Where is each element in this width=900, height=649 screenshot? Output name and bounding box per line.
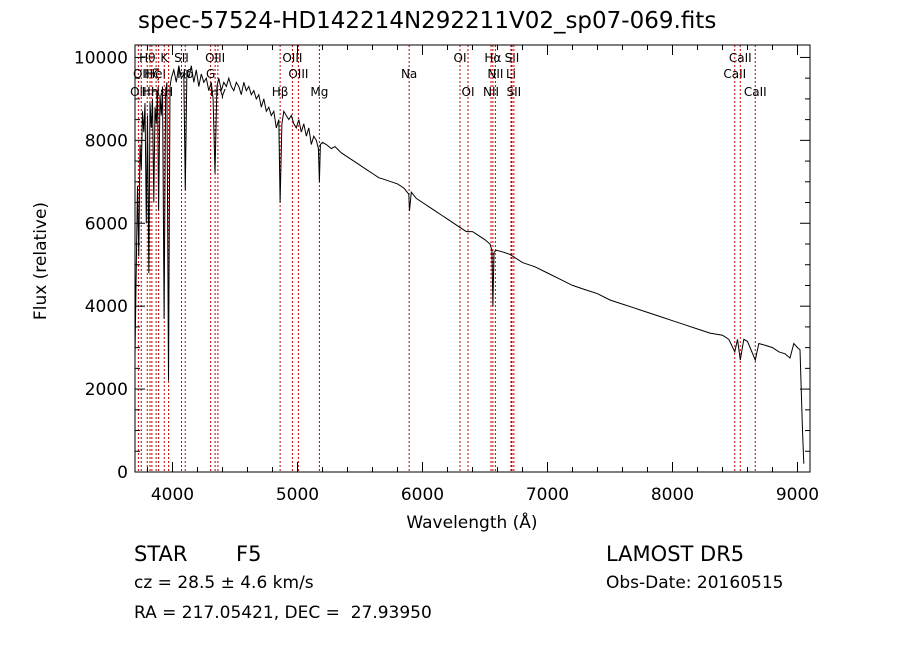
line-marker-label: HeI xyxy=(146,67,166,81)
line-marker-label: OIII xyxy=(288,67,308,81)
line-marker-label: Hη xyxy=(142,85,159,99)
y-tick-label: 8000 xyxy=(85,131,128,151)
line-marker-label: OI xyxy=(454,51,467,65)
line-marker-label: OII xyxy=(133,67,150,81)
chart-title: spec-57524-HD142214N292211V02_sp07-069.f… xyxy=(138,8,717,34)
line-marker-label: K xyxy=(160,51,169,65)
y-tick-label: 4000 xyxy=(85,297,128,317)
x-tick-label: 8000 xyxy=(651,485,694,505)
y-tick-label: 2000 xyxy=(85,380,128,400)
line-marker-label: G xyxy=(206,67,215,81)
line-marker-label: OIII xyxy=(282,51,302,65)
line-marker-label: H xyxy=(164,85,173,99)
spectrum-series-line xyxy=(134,65,805,464)
x-tick-label: 6000 xyxy=(401,485,444,505)
coordinates-readout: RA = 217.05421, DEC = 27.93950 xyxy=(134,603,432,623)
line-marker-label: Na xyxy=(401,67,417,81)
survey-name: LAMOST DR5 xyxy=(606,542,745,566)
line-marker-label: NII xyxy=(483,85,499,99)
line-marker-label: SII xyxy=(174,51,189,65)
y-tick-label: 0 xyxy=(117,463,128,483)
line-marker-label: Hβ xyxy=(272,85,289,99)
line-marker-label: Hα xyxy=(484,51,501,65)
y-tick-label: 10000 xyxy=(74,48,128,68)
line-marker-label: SII xyxy=(505,51,520,65)
x-axis-label: Wavelength (Å) xyxy=(406,511,537,533)
x-tick-label: 4000 xyxy=(151,485,194,505)
plot-frame xyxy=(134,44,811,473)
redshift-readout: cz = 28.5 ± 4.6 km/s xyxy=(134,573,314,593)
observation-date: Obs-Date: 20160515 xyxy=(606,573,784,593)
line-marker-label: OII xyxy=(130,85,147,99)
object-class: STAR xyxy=(134,542,188,566)
x-tick-label: 5000 xyxy=(276,485,319,505)
line-marker-label: SII xyxy=(507,85,522,99)
line-marker-label: Mg xyxy=(310,85,328,99)
y-axis-label: Flux (relative) xyxy=(31,202,51,320)
line-marker-label: NII xyxy=(487,67,503,81)
x-tick-label: 9000 xyxy=(776,485,819,505)
line-marker-label: CaII xyxy=(723,67,746,81)
line-marker-label: OIII xyxy=(205,51,225,65)
line-marker-label: OI xyxy=(462,85,475,99)
line-marker-label: CaII xyxy=(729,51,752,65)
y-tick-label: 6000 xyxy=(85,214,128,234)
object-subclass: F5 xyxy=(236,542,262,566)
x-tick-label: 7000 xyxy=(526,485,569,505)
axes: 4000 5000 6000 7000 8000 9000 0 2000 4000 6000 800… xyxy=(74,45,819,505)
line-marker-label: CaII xyxy=(744,85,767,99)
line-marker-label: Hθ xyxy=(139,51,155,65)
line-marker-label: Li xyxy=(506,67,516,81)
